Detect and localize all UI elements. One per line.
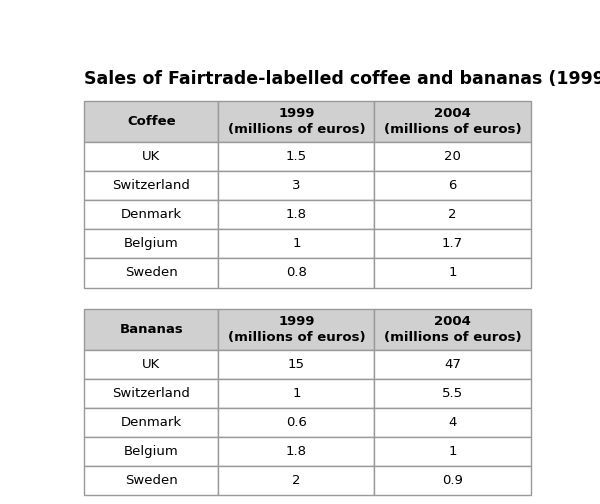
Bar [218,350,374,379]
Text: Sales of Fairtrade-labelled coffee and bananas (1999 & 2004): Sales of Fairtrade-labelled coffee and b… [84,70,600,88]
Bar [84,259,218,287]
Text: 2004
(millions of euros): 2004 (millions of euros) [384,314,521,344]
Bar [84,350,218,379]
Bar [374,259,530,287]
Bar [84,466,218,495]
Text: 15: 15 [288,358,305,370]
Bar [84,309,218,350]
Text: 47: 47 [444,358,461,370]
Text: UK: UK [142,358,160,370]
Text: 2004
(millions of euros): 2004 (millions of euros) [384,107,521,136]
Text: Sweden: Sweden [125,267,178,279]
Bar [374,437,530,466]
Bar [84,200,218,229]
Text: 3: 3 [292,179,301,192]
Text: Denmark: Denmark [121,208,182,221]
Text: Denmark: Denmark [121,416,182,429]
Text: 2: 2 [292,474,301,487]
Bar [374,466,530,495]
Text: UK: UK [142,150,160,163]
Bar [218,229,374,259]
Bar [374,200,530,229]
Text: Switzerland: Switzerland [112,387,190,400]
Bar [374,379,530,408]
Bar [84,229,218,259]
Bar [84,408,218,437]
Text: Switzerland: Switzerland [112,179,190,192]
Bar [218,309,374,350]
Text: 6: 6 [448,179,457,192]
Bar [374,101,530,142]
Text: 0.9: 0.9 [442,474,463,487]
Bar [218,142,374,171]
Bar [374,350,530,379]
Text: Bananas: Bananas [119,323,183,336]
Text: 1.8: 1.8 [286,445,307,458]
Text: 20: 20 [444,150,461,163]
Text: 1999
(millions of euros): 1999 (millions of euros) [227,314,365,344]
Bar [84,379,218,408]
Text: Belgium: Belgium [124,237,179,250]
Bar [218,259,374,287]
Text: Sweden: Sweden [125,474,178,487]
Bar [84,437,218,466]
Bar [374,229,530,259]
Bar [374,408,530,437]
Text: 1.7: 1.7 [442,237,463,250]
Text: 1: 1 [292,237,301,250]
Bar [218,466,374,495]
Bar [374,171,530,200]
Bar [374,142,530,171]
Text: 4: 4 [448,416,457,429]
Text: 5.5: 5.5 [442,387,463,400]
Bar [218,379,374,408]
Bar [374,309,530,350]
Text: 1: 1 [292,387,301,400]
Text: 1: 1 [448,267,457,279]
Text: Coffee: Coffee [127,115,176,128]
Bar [218,408,374,437]
Text: 0.8: 0.8 [286,267,307,279]
Text: 1: 1 [448,445,457,458]
Text: 2: 2 [448,208,457,221]
Text: 1.5: 1.5 [286,150,307,163]
Bar [84,101,218,142]
Bar [84,142,218,171]
Bar [218,101,374,142]
Text: 0.6: 0.6 [286,416,307,429]
Text: 1.8: 1.8 [286,208,307,221]
Bar [218,437,374,466]
Text: Belgium: Belgium [124,445,179,458]
Bar [84,171,218,200]
Bar [218,171,374,200]
Text: 1999
(millions of euros): 1999 (millions of euros) [227,107,365,136]
Bar [218,200,374,229]
